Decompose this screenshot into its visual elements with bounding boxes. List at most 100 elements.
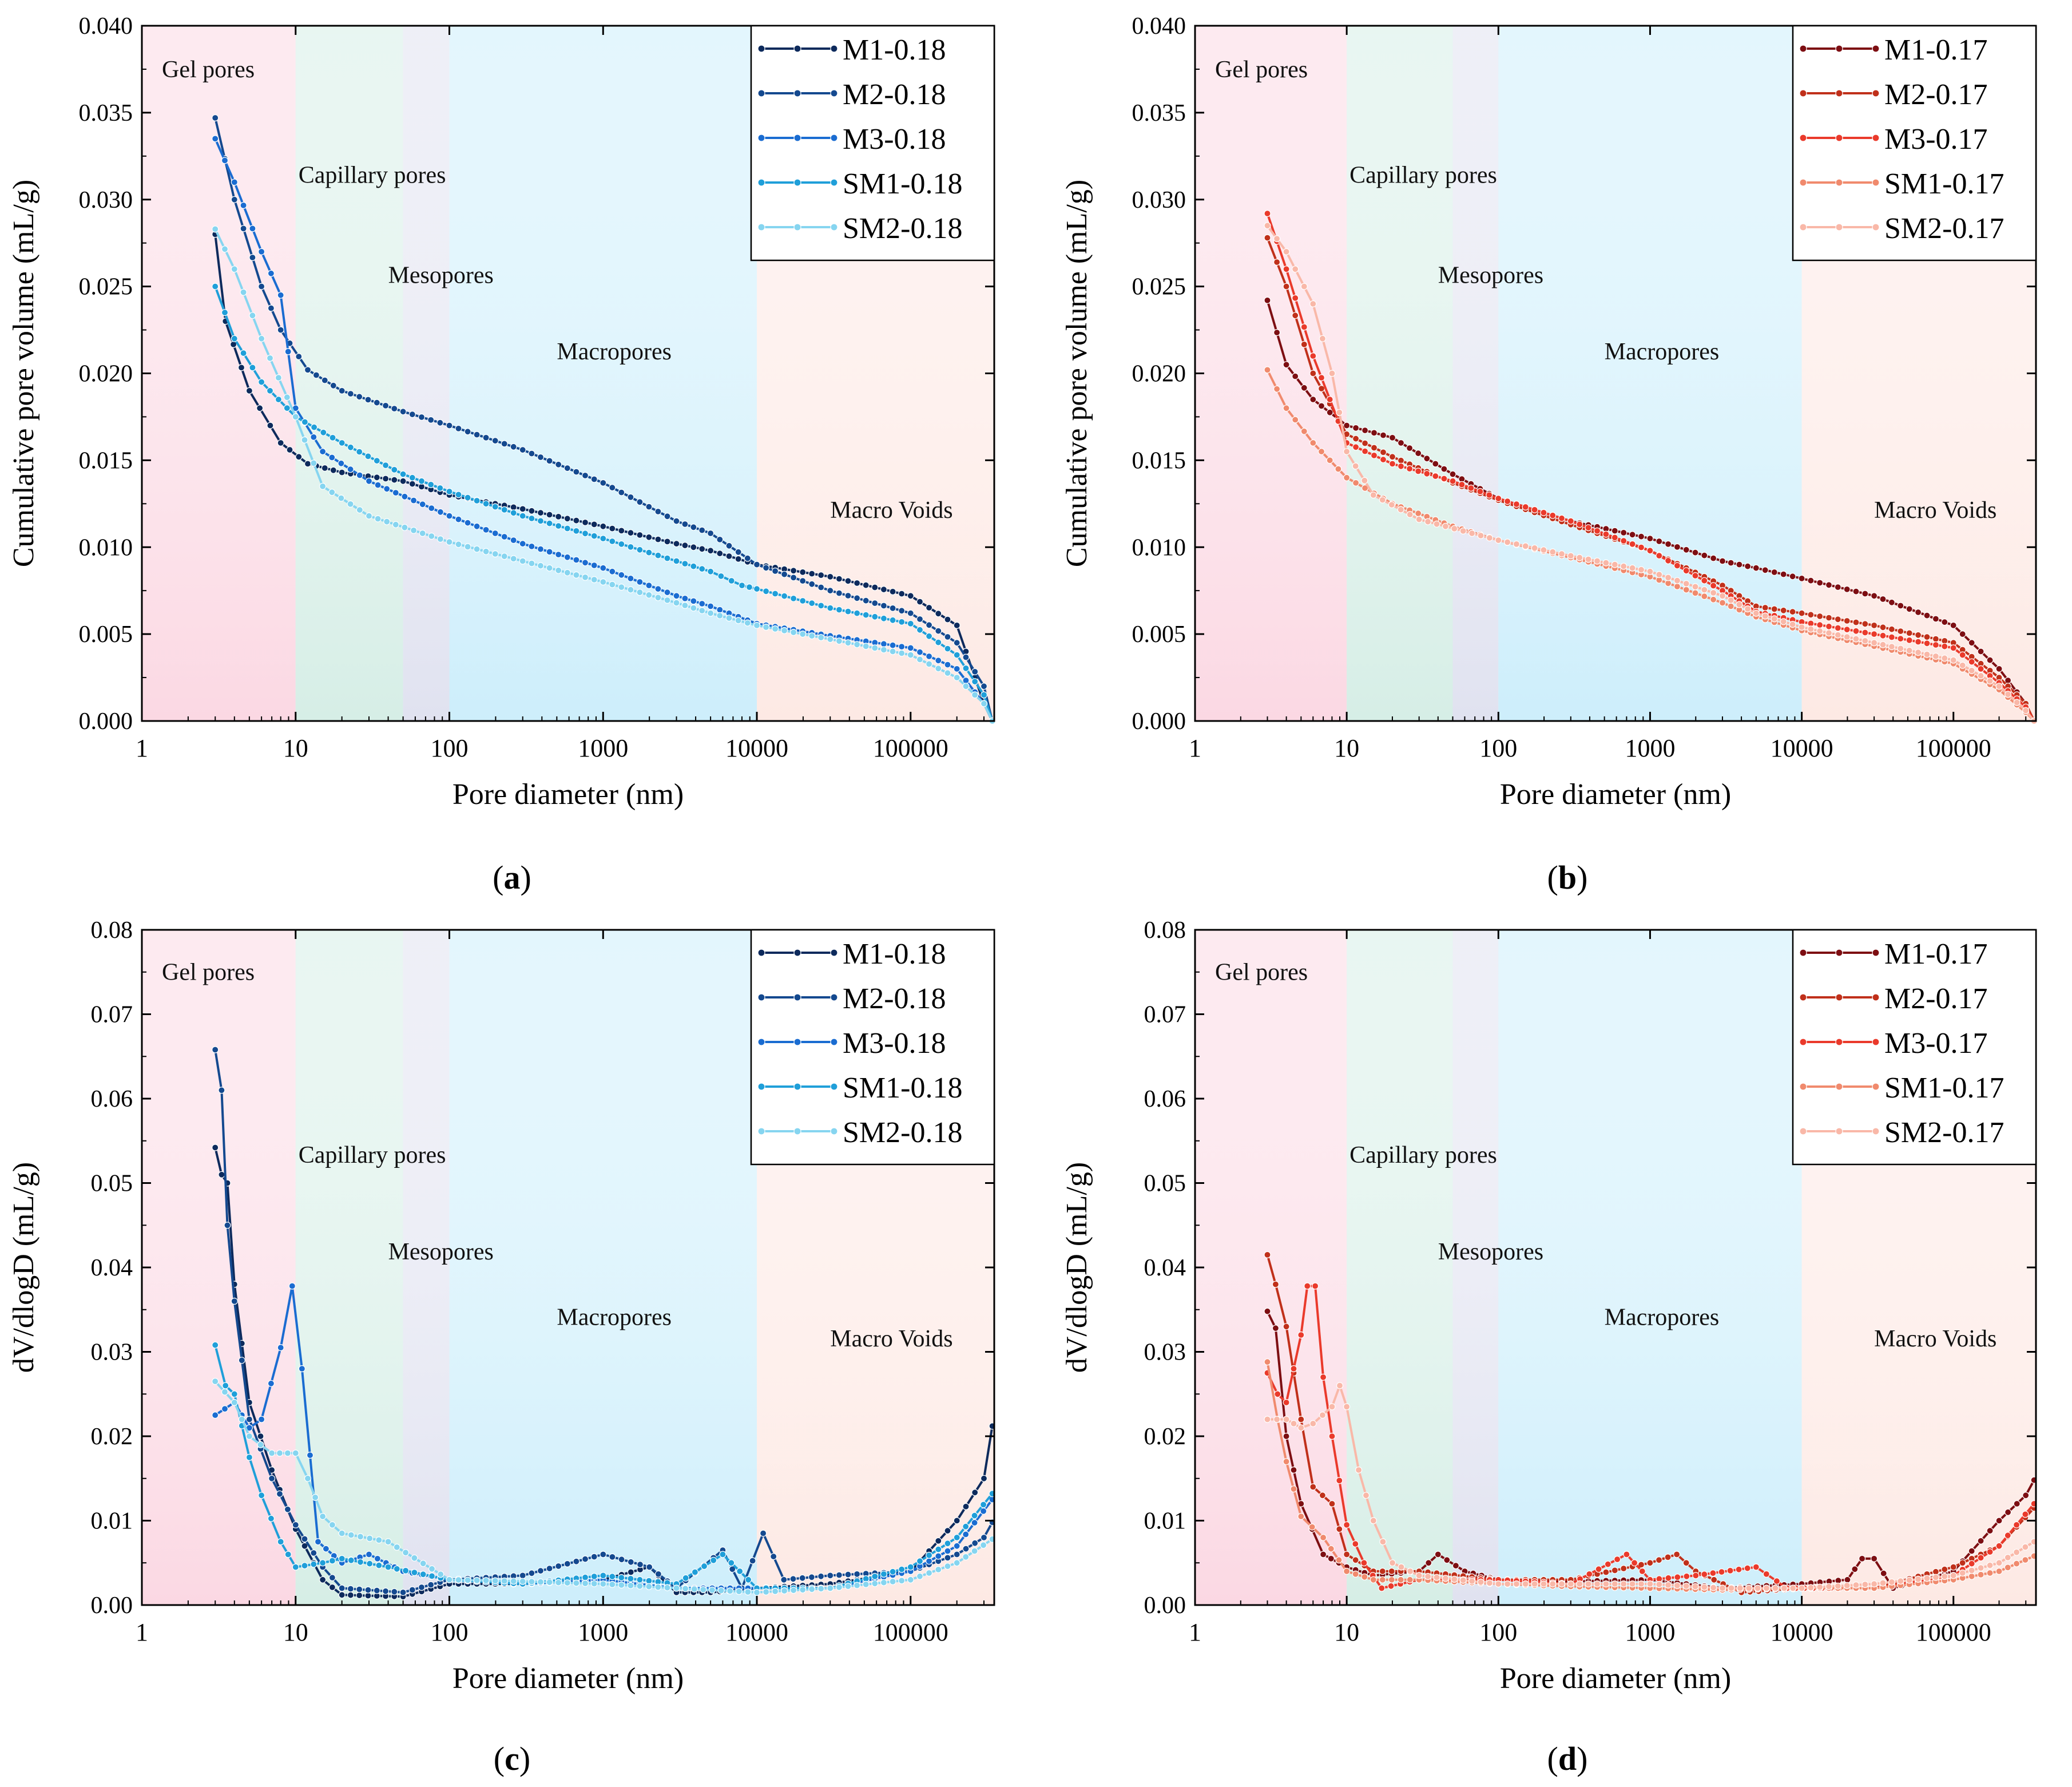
data-point [347, 1556, 355, 1564]
data-point [627, 586, 634, 593]
data-point [681, 595, 689, 603]
data-point [789, 1587, 797, 1594]
data-point [328, 454, 336, 461]
region-band-shade-3 [403, 26, 450, 721]
data-point [835, 589, 843, 597]
data-point [501, 1577, 508, 1585]
data-point [240, 201, 247, 209]
y-tick-label: 0.04 [1144, 1255, 1186, 1281]
data-point [257, 1432, 264, 1440]
data-point [971, 1519, 978, 1527]
data-point [889, 588, 896, 596]
data-point [636, 1561, 644, 1568]
region-band-shade-1 [1195, 26, 1347, 721]
data-point [301, 436, 308, 444]
y-tick-label: 0.010 [1132, 534, 1186, 561]
data-point [944, 616, 951, 623]
data-point [1773, 1578, 1781, 1585]
y-axis-label: dV/dlogD (mL/g) [1061, 1162, 1093, 1373]
x-axis-label: Pore diameter (nm) [452, 1662, 684, 1695]
data-point [1449, 470, 1456, 478]
data-point [473, 431, 481, 438]
data-point [1968, 667, 1975, 675]
data-point [373, 474, 380, 481]
data-point [1646, 1559, 1654, 1567]
data-point [600, 1551, 607, 1558]
data-point [399, 470, 407, 478]
data-point [907, 1563, 914, 1571]
legend-label-SM1-0.18: SM1-0.18 [843, 1072, 962, 1104]
data-point [1789, 620, 1796, 628]
data-point [356, 1533, 364, 1540]
data-point [1604, 1560, 1611, 1568]
data-point [1858, 1555, 1866, 1563]
data-point [1780, 570, 1787, 578]
data-point [817, 602, 825, 609]
data-point [218, 1171, 225, 1178]
data-point [1406, 465, 1414, 473]
data-point [1870, 1555, 1878, 1563]
data-point [295, 352, 303, 360]
data-point [1264, 296, 1271, 304]
data-point [844, 639, 852, 647]
data-point [1816, 621, 1824, 629]
data-point [1692, 549, 1699, 556]
data-point [1950, 1572, 1957, 1579]
data-point [1388, 1576, 1395, 1583]
data-point [1825, 623, 1833, 630]
data-point [1897, 1578, 1904, 1585]
data-point [862, 643, 870, 650]
data-point [482, 434, 490, 442]
legend-marker [1799, 223, 1807, 231]
panel-label-c-text: c [505, 1740, 519, 1777]
data-point [411, 1568, 418, 1576]
data-point [1319, 1411, 1326, 1419]
data-point [401, 493, 408, 500]
data-point [1495, 1580, 1502, 1588]
data-point [880, 646, 888, 653]
data-point [1752, 1563, 1760, 1571]
data-point [889, 1568, 896, 1575]
data-point [1807, 1584, 1815, 1591]
data-point [889, 616, 896, 624]
data-point [1317, 402, 1325, 410]
data-point [664, 513, 671, 520]
data-point [1825, 1583, 1833, 1590]
y-tick-label: 0.06 [91, 1086, 133, 1112]
data-point [953, 1542, 960, 1550]
data-point [555, 513, 562, 521]
series-markers-M3-0.17 [1264, 210, 2038, 725]
data-point [338, 1584, 346, 1592]
data-point [347, 443, 355, 451]
legend-marker [793, 993, 801, 1001]
data-point [563, 465, 571, 472]
data-point [1361, 439, 1369, 447]
data-point [408, 480, 416, 488]
data-point [501, 553, 508, 560]
data-point [277, 1538, 284, 1546]
data-point [384, 1538, 392, 1546]
data-point [581, 530, 589, 537]
region-label-5: Macro Voids [1874, 1326, 1996, 1352]
data-point [1726, 1567, 1734, 1575]
data-point [1290, 1365, 1297, 1373]
data-point [1941, 643, 1948, 650]
data-point [1549, 548, 1557, 556]
data-point [962, 1545, 970, 1552]
data-point [1843, 633, 1851, 641]
data-point [392, 521, 399, 528]
data-point [319, 448, 327, 455]
data-point [710, 1556, 717, 1564]
data-point [365, 512, 373, 520]
series-markers-SM1-0.18 [212, 1341, 996, 1592]
data-point [301, 1542, 308, 1550]
data-point [419, 501, 426, 508]
y-tick-label: 0.005 [1132, 621, 1186, 648]
data-point [716, 612, 724, 620]
data-point [953, 673, 960, 681]
data-point [1297, 1512, 1305, 1520]
data-point [391, 405, 398, 413]
x-tick-label: 100000 [873, 1618, 948, 1646]
data-point [1442, 1575, 1450, 1582]
